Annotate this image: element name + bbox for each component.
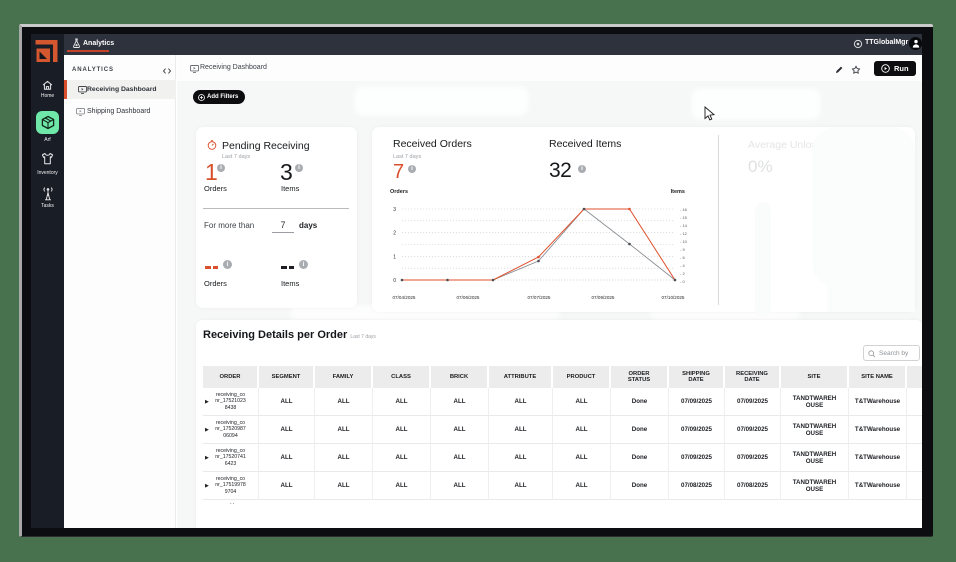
svg-text:07/06/2025: 07/06/2025 (457, 295, 480, 300)
svg-text:07/10/2025: 07/10/2025 (662, 295, 685, 300)
svg-text:- 9: - 9 (680, 247, 685, 252)
svg-text:- 0: - 0 (680, 279, 685, 284)
svg-text:07/07/2025: 07/07/2025 (528, 295, 551, 300)
svg-text:Items: Items (671, 189, 685, 195)
svg-text:2: 2 (393, 231, 396, 237)
svg-text:- 6: - 6 (680, 255, 685, 260)
svg-text:- 14: - 14 (680, 223, 688, 228)
svg-text:07/09/2025: 07/09/2025 (592, 295, 615, 300)
svg-text:Orders: Orders (390, 189, 408, 195)
svg-text:- 10: - 10 (680, 239, 688, 244)
svg-text:- 4: - 4 (680, 263, 685, 268)
svg-text:- 15: - 15 (680, 215, 688, 220)
svg-text:3: 3 (393, 207, 396, 213)
svg-text:- 12: - 12 (680, 231, 688, 236)
svg-text:- 2: - 2 (680, 271, 685, 276)
svg-text:1: 1 (393, 254, 396, 260)
svg-text:- 16: - 16 (680, 207, 688, 212)
svg-text:07/04/2025: 07/04/2025 (393, 295, 416, 300)
svg-text:0: 0 (393, 278, 396, 284)
